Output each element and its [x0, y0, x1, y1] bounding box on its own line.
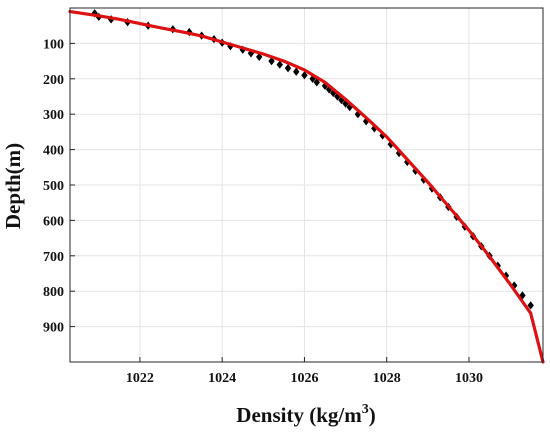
x-tick-label: 1026	[290, 371, 318, 386]
data-point-marker	[519, 291, 526, 300]
y-tick-label: 200	[43, 73, 64, 88]
y-tick-label: 700	[43, 250, 64, 265]
x-axis-ticks: 1022 1024 1026 1028 1030	[126, 357, 483, 386]
data-point-marker	[293, 67, 300, 76]
y-tick-label: 600	[43, 214, 64, 229]
x-axis-title-main: Density (kg/m	[236, 403, 362, 427]
series-line	[68, 9, 545, 364]
y-tick-label: 300	[43, 108, 64, 123]
y-tick-label: 100	[43, 37, 64, 52]
y-axis-ticks: 100 200 300 400 500 600 700 800 900	[43, 37, 75, 336]
data-point-marker	[276, 60, 283, 69]
y-tick-label: 500	[43, 179, 64, 194]
data-point-marker	[227, 42, 234, 51]
x-tick-label: 1022	[126, 371, 154, 386]
x-tick-label: 1030	[455, 371, 483, 386]
x-axis-title-sup: 3	[362, 402, 369, 417]
data-point-marker	[313, 78, 320, 87]
x-tick-label: 1024	[208, 371, 236, 386]
data-point-marker	[301, 71, 308, 80]
data-point-marker	[284, 64, 292, 73]
y-tick-label: 900	[43, 321, 64, 336]
x-axis-title: Density (kg/m3)	[236, 402, 375, 427]
x-tick-label: 1028	[373, 371, 401, 386]
fitted-density-curve	[68, 9, 545, 364]
grid-lines	[70, 8, 543, 362]
y-tick-label: 400	[43, 144, 64, 159]
y-axis-title: Depth(m)	[1, 143, 25, 229]
data-point-marker	[527, 301, 534, 310]
x-axis-title-close: )	[369, 403, 376, 427]
y-tick-label: 800	[43, 285, 64, 300]
